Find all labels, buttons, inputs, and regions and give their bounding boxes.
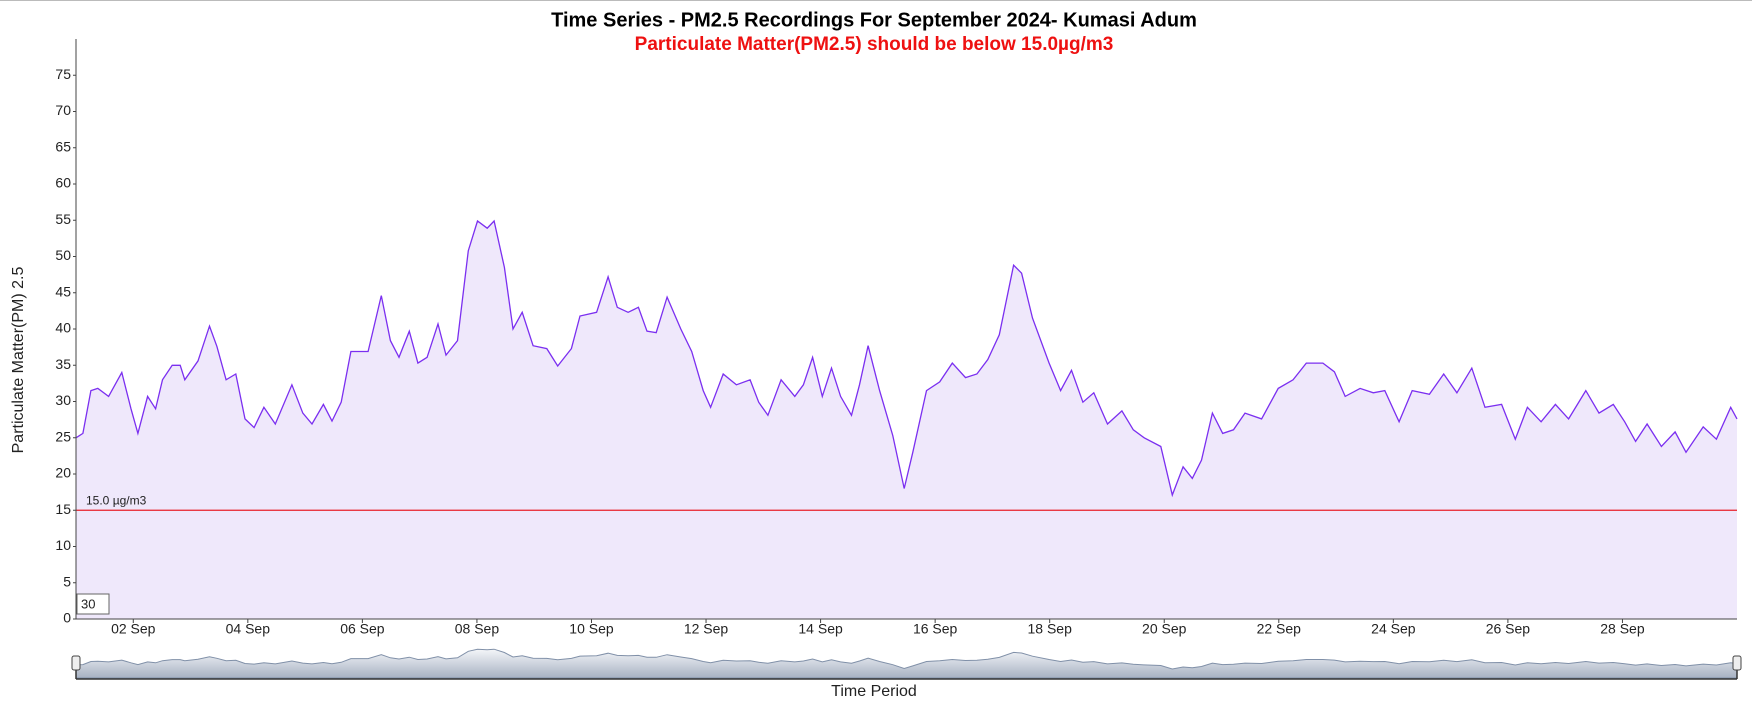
y-tick-label: 75 bbox=[55, 66, 71, 82]
y-tick-label: 15 bbox=[55, 501, 71, 517]
threshold-label: 15.0 µg/m3 bbox=[86, 493, 147, 507]
y-tick-label: 45 bbox=[55, 283, 71, 299]
range-handle[interactable] bbox=[1732, 655, 1742, 671]
y-axis-label: Particulate Matter(PM) 2.5 bbox=[10, 267, 27, 454]
x-tick-label: 10 Sep bbox=[569, 621, 614, 637]
y-tick-label: 25 bbox=[55, 428, 71, 444]
x-tick-label: 26 Sep bbox=[1486, 621, 1531, 637]
x-tick-label: 04 Sep bbox=[226, 621, 271, 637]
y-tick-label: 70 bbox=[55, 102, 71, 118]
x-tick-label: 18 Sep bbox=[1028, 621, 1073, 637]
x-tick-label: 22 Sep bbox=[1257, 621, 1302, 637]
roll-period-value: 30 bbox=[81, 596, 95, 611]
y-tick-label: 40 bbox=[55, 320, 71, 336]
y-tick-label: 20 bbox=[55, 465, 71, 481]
roll-period-input[interactable] bbox=[76, 593, 110, 615]
y-tick-label: 60 bbox=[55, 175, 71, 191]
x-tick-label: 16 Sep bbox=[913, 621, 958, 637]
data-line bbox=[75, 219, 1738, 498]
area-fill bbox=[76, 221, 1737, 619]
x-axis-label: Time Period bbox=[831, 683, 917, 700]
x-tick-label: 28 Sep bbox=[1600, 621, 1645, 637]
y-tick-label: 50 bbox=[55, 247, 71, 263]
x-tick-label: 02 Sep bbox=[111, 621, 156, 637]
x-tick-label: 14 Sep bbox=[798, 621, 843, 637]
chart-subtitle: Particulate Matter(PM2.5) should be belo… bbox=[635, 34, 1114, 55]
range-handle[interactable] bbox=[71, 655, 81, 671]
x-tick-label: 12 Sep bbox=[684, 621, 729, 637]
x-tick-label: 08 Sep bbox=[455, 621, 500, 637]
x-tick-label: 06 Sep bbox=[340, 621, 385, 637]
y-tick-label: 35 bbox=[55, 356, 71, 372]
y-tick-label: 55 bbox=[55, 211, 71, 227]
y-tick-label: 5 bbox=[63, 573, 71, 589]
range-selector-plot bbox=[75, 648, 1738, 679]
y-tick-label: 0 bbox=[63, 610, 71, 626]
y-tick-label: 10 bbox=[55, 537, 71, 553]
x-tick-label: 24 Sep bbox=[1371, 621, 1416, 637]
y-tick-label: 30 bbox=[55, 392, 71, 408]
x-tick-label: 20 Sep bbox=[1142, 621, 1187, 637]
chart-title: Time Series - PM2.5 Recordings For Septe… bbox=[551, 9, 1197, 31]
y-tick-label: 65 bbox=[55, 138, 71, 154]
